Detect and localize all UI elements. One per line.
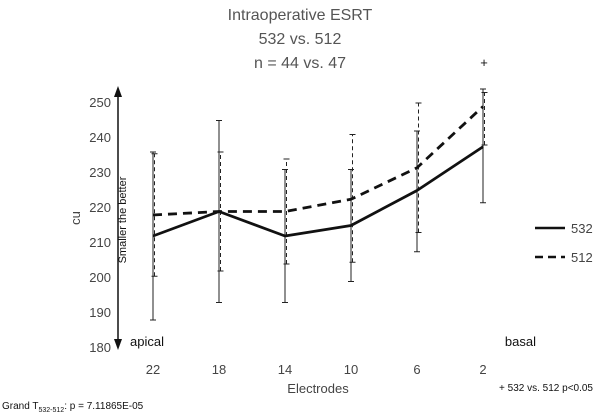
significance-note: + 532 vs. 512 p<0.05 <box>499 383 593 394</box>
x-tick-label: 6 <box>413 362 420 377</box>
y-tick-label: 220 <box>89 200 111 215</box>
y-axis-label: cu <box>68 211 83 225</box>
legend-label-532: 532 <box>571 221 593 236</box>
y-tick-label: 210 <box>89 235 111 250</box>
grand-t-prefix: Grand T <box>2 401 39 412</box>
grand-t-suffix: : p = 7.11865E-05 <box>64 401 143 412</box>
significance-marker: + <box>480 55 488 70</box>
chart-title-line-3: n = 44 vs. 47 <box>254 55 346 72</box>
legend: 532 512 <box>535 221 593 265</box>
legend-label-512: 512 <box>571 250 593 265</box>
chart-title-line-2: 532 vs. 512 <box>259 31 342 48</box>
chart-title-line-1: Intraoperative ESRT <box>228 7 373 24</box>
x-axis-label: Electrodes <box>287 381 349 396</box>
grand-t-statistic: Grand T532-512: p = 7.11865E-05 <box>2 401 144 414</box>
y-tick-label: 180 <box>89 340 111 355</box>
apical-label: apical <box>130 334 164 349</box>
series-line-512 <box>152 105 484 217</box>
y-tick-label: 250 <box>89 95 111 110</box>
x-tick-label: 22 <box>146 362 160 377</box>
series-lines <box>152 105 484 238</box>
grand-t-subscript: 532-512 <box>39 407 65 414</box>
basal-label: basal <box>505 334 536 349</box>
series-line-532 <box>152 145 484 238</box>
y-tick-label: 230 <box>89 165 111 180</box>
x-tick-label: 14 <box>278 362 292 377</box>
y-tick-label: 190 <box>89 305 111 320</box>
x-tick-label: 10 <box>344 362 358 377</box>
smaller-better-label: Smaller the better <box>117 176 129 263</box>
x-tick-label: 18 <box>212 362 226 377</box>
smaller-better-arrow <box>114 86 122 350</box>
y-tick-label: 200 <box>89 270 111 285</box>
x-tick-labels: 22 18 14 10 6 2 <box>146 362 487 377</box>
y-tick-labels: 180 190 200 210 220 230 240 250 <box>89 95 111 355</box>
x-tick-label: 2 <box>479 362 486 377</box>
y-tick-label: 240 <box>89 130 111 145</box>
